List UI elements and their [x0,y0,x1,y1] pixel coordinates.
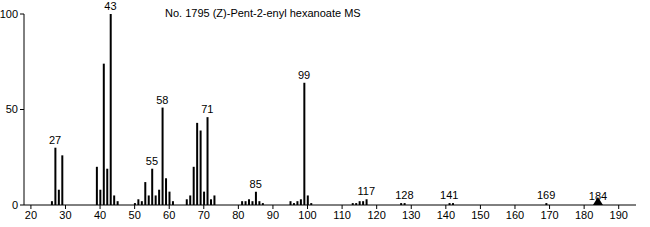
svg-text:110: 110 [333,209,351,221]
svg-text:50: 50 [8,103,18,115]
svg-text:85: 85 [250,178,262,190]
svg-text:58: 58 [156,94,168,106]
svg-text:150: 150 [471,209,489,221]
svg-text:99: 99 [298,69,310,81]
svg-text:70: 70 [198,209,210,221]
svg-text:55: 55 [146,155,158,167]
svg-text:160: 160 [506,209,524,221]
svg-text:141: 141 [440,189,458,201]
svg-text:170: 170 [540,209,558,221]
svg-text:43: 43 [104,0,116,12]
svg-text:71: 71 [201,103,213,115]
svg-text:128: 128 [395,189,413,201]
svg-text:180: 180 [575,209,593,221]
svg-text:90: 90 [267,209,279,221]
svg-text:100: 100 [298,209,316,221]
svg-text:20: 20 [25,209,37,221]
svg-text:60: 60 [163,209,175,221]
svg-text:80: 80 [232,209,244,221]
svg-text:117: 117 [358,185,376,197]
svg-text:169: 169 [537,189,555,201]
svg-text:0: 0 [12,199,18,211]
svg-text:40: 40 [94,209,106,221]
svg-text:100: 100 [8,8,18,20]
svg-text:27: 27 [49,134,61,146]
svg-text:190: 190 [610,209,628,221]
svg-text:140: 140 [437,209,455,221]
html-text:No. 1795 (Z)-Pent-2-enyl hexan: No. 1795 (Z)-Pent-2-enyl hexanoate MS [165,7,361,19]
svg-text:130: 130 [402,209,420,221]
svg-text:120: 120 [367,209,385,221]
svg-text:184: 184 [589,190,607,202]
svg-text:50: 50 [129,209,141,221]
svg-text:30: 30 [59,209,71,221]
